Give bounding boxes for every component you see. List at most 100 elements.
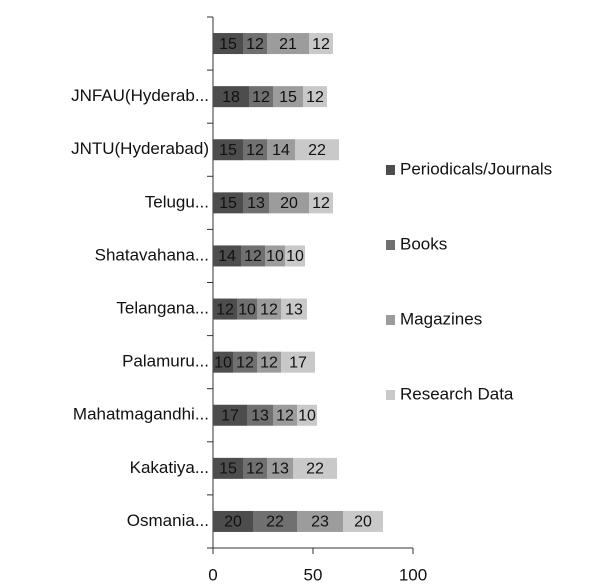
value-label: 15 [219,142,237,159]
legend-label: Magazines [400,309,482,328]
category-label: JNTU(Hyderabad) [71,139,209,158]
bar-segment [281,298,307,320]
value-label: 20 [280,195,298,212]
bar-segment [303,86,327,108]
bar-segment [309,192,333,214]
legend-swatch [386,315,395,325]
value-label: 12 [260,354,278,371]
bar-segment [213,86,249,108]
bar-segment [285,245,305,267]
value-label: 14 [218,248,236,265]
bar-segment [243,33,267,55]
value-label: 17 [221,407,239,424]
bar-segment [253,510,297,532]
x-tick-label: 0 [208,565,217,584]
bar-segment [297,404,317,426]
value-label: 21 [279,36,297,53]
value-label: 22 [306,461,324,478]
value-label: 12 [246,142,264,159]
bar-segment [213,510,253,532]
value-label: 12 [312,36,330,53]
bar-segment [273,86,303,108]
category-label: Telugu... [145,192,209,211]
x-tick-label: 50 [304,565,323,584]
value-label: 15 [219,195,237,212]
legend-label: Books [400,234,447,253]
value-label: 10 [298,407,316,424]
value-label: 14 [272,142,290,159]
category-label: Kakatiya... [130,458,209,477]
value-label: 17 [289,354,307,371]
bar-segment [309,33,333,55]
value-label: 13 [247,195,265,212]
value-label: 12 [246,461,264,478]
bar-segment [295,139,339,161]
category-label: Osmania... [127,511,209,530]
bar-segment [267,457,293,479]
category-label: Shatavahana... [95,245,209,264]
bar-segment [233,351,257,373]
value-label: 20 [224,514,242,531]
value-label: 10 [266,248,284,265]
value-label: 12 [244,248,262,265]
value-label: 15 [219,36,237,53]
legend-label: Periodicals/Journals [400,159,552,178]
value-label: 20 [354,514,372,531]
bar-segment [213,192,243,214]
value-label: 10 [214,354,232,371]
bar-segment [297,510,343,532]
category-label: Mahatmagandhi... [73,405,209,424]
value-label: 18 [222,89,240,106]
bar-segment [213,139,243,161]
bar-segment [273,404,297,426]
bar-segment [213,404,247,426]
value-label: 12 [216,301,234,318]
value-label: 22 [308,142,326,159]
x-tick-label: 100 [399,565,427,584]
value-label: 12 [246,36,264,53]
value-label: 15 [279,89,297,106]
bar-segment [241,245,265,267]
value-label: 22 [266,514,284,531]
bar-segment [243,457,267,479]
bar-segment [243,139,267,161]
value-label: 12 [252,89,270,106]
bar-segment [213,33,243,55]
value-label: 12 [312,195,330,212]
legend-swatch [386,165,395,175]
value-label: 12 [236,354,254,371]
value-label: 13 [285,301,303,318]
category-label: JNFAU(Hyderab... [71,86,209,105]
legend-label: Research Data [400,384,514,403]
bar-segment [269,192,309,214]
bar-segment [257,298,281,320]
value-label: 10 [238,301,256,318]
value-label: 12 [260,301,278,318]
value-label: 12 [276,407,294,424]
bar-segment [293,457,337,479]
bar-segment [267,33,309,55]
category-label: Palamuru... [122,352,209,371]
bar-segment [281,351,315,373]
value-label: 13 [251,407,269,424]
bar-segment [247,404,273,426]
bar-segment [243,192,269,214]
bar-segment [343,510,383,532]
value-label: 15 [219,461,237,478]
bar-segment [213,351,233,373]
bar-segment [265,245,285,267]
value-label: 12 [306,89,324,106]
bar-segment [213,457,243,479]
category-label: Telangana... [116,299,209,318]
bar-segment [257,351,281,373]
legend-swatch [386,240,395,250]
bar-segment [267,139,295,161]
value-label: 23 [311,514,329,531]
legend-swatch [386,390,395,400]
value-label: 13 [271,461,289,478]
bar-segment [249,86,273,108]
value-label: 10 [286,248,304,265]
bar-segment [213,298,237,320]
bar-segment [237,298,257,320]
